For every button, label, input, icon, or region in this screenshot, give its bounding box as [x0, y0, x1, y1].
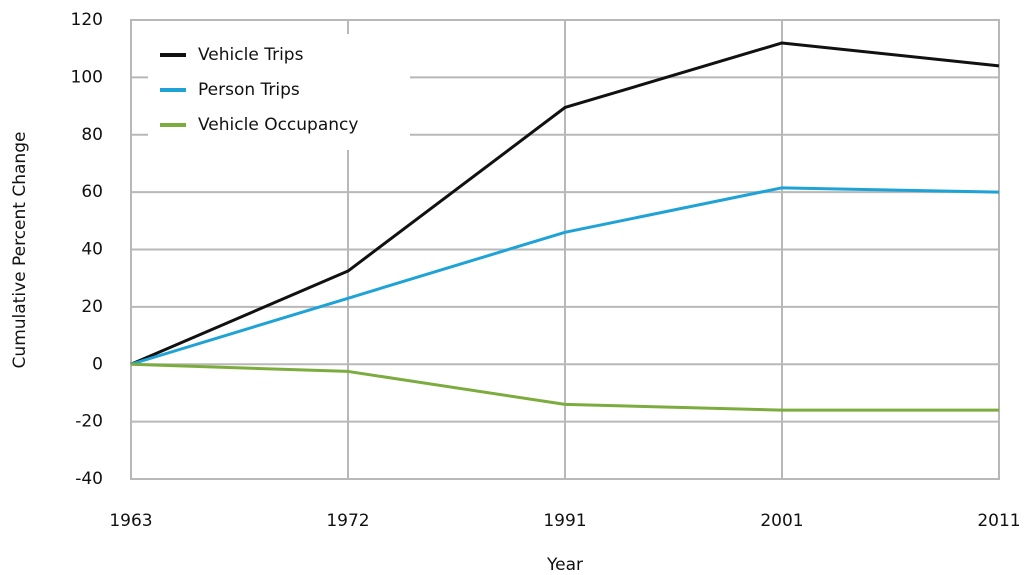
y-tick-label: 20 — [81, 297, 103, 317]
y-tick-label: 0 — [92, 354, 103, 374]
x-tick-label: 1972 — [326, 511, 369, 531]
x-tick-label: 2001 — [760, 511, 803, 531]
y-tick-label: -20 — [75, 412, 103, 432]
legend-label: Vehicle Trips — [198, 45, 304, 65]
legend-label: Person Trips — [198, 80, 300, 100]
x-tick-label: 2011 — [977, 511, 1020, 531]
y-tick-label: 60 — [81, 182, 103, 202]
y-axis-label: Cumulative Percent Change — [10, 132, 30, 369]
y-tick-label: 80 — [81, 125, 103, 145]
series-line — [130, 186, 1000, 366]
x-axis-label: Year — [546, 555, 583, 575]
plot-border — [130, 19, 1000, 480]
y-tick-label: 100 — [71, 67, 103, 87]
series-line — [130, 41, 1000, 366]
y-tick-label: 120 — [71, 10, 103, 30]
legend-label: Vehicle Occupancy — [198, 115, 358, 135]
x-tick-label: 1991 — [543, 511, 586, 531]
y-tick-label: 40 — [81, 240, 103, 260]
y-tick-label: -40 — [75, 469, 103, 489]
series-line — [130, 362, 999, 412]
x-tick-label: 1963 — [109, 511, 152, 531]
legend-box — [148, 34, 410, 150]
